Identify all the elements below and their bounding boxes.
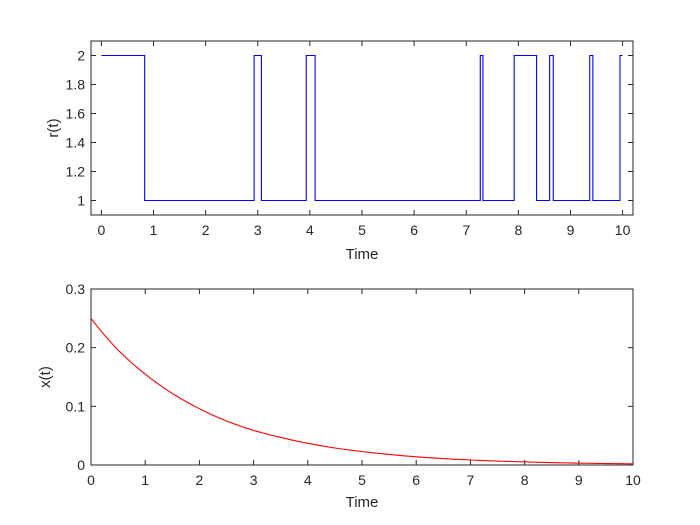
x-xtick-label: 3 <box>250 472 258 488</box>
x-xtick-label: 1 <box>141 472 149 488</box>
x-xtick-label: 4 <box>304 472 312 488</box>
r-xtick-label: 9 <box>567 222 575 238</box>
x-xtick-label: 6 <box>412 472 420 488</box>
r-ytick-label: 2 <box>77 48 85 64</box>
r-ytick-label: 1.4 <box>66 135 86 151</box>
r-xtick-label: 2 <box>202 222 210 238</box>
r-xtick-label: 3 <box>254 222 262 238</box>
x-ytick-label: 0.3 <box>66 281 86 297</box>
x-ytick-label: 0.1 <box>66 398 86 414</box>
r-xtick-label: 0 <box>98 222 106 238</box>
x-xtick-label: 7 <box>467 472 475 488</box>
x-axes-box <box>90 288 634 466</box>
x-xtick-label: 5 <box>358 472 366 488</box>
r-ytick-label: 1.2 <box>66 164 86 180</box>
r-xtick-label: 5 <box>358 222 366 238</box>
x-ytick-label: 0 <box>77 457 85 473</box>
x-xtick-label: 8 <box>521 472 529 488</box>
x-plot-panel: 0 1 2 3 4 5 6 7 8 9 10 0 0.1 0.2 0.3 Time x(t) <box>37 281 641 511</box>
r-xtick-label: 1 <box>150 222 158 238</box>
r-x-axis-label: Time <box>346 246 379 263</box>
r-ytick-label: 1.6 <box>66 106 86 122</box>
x-ytick-label: 0.2 <box>66 340 86 356</box>
r-y-axis-label: r(t) <box>45 118 62 137</box>
r-xtick-label: 4 <box>306 222 314 238</box>
x-x-axis-label: Time <box>346 494 379 511</box>
r-xtick-label: 8 <box>514 222 522 238</box>
r-xtick-label: 7 <box>462 222 470 238</box>
r-ytick-label: 1 <box>77 193 85 209</box>
r-ytick-label: 1.8 <box>66 77 86 93</box>
x-xtick-label: 9 <box>575 472 583 488</box>
x-y-axis-label: x(t) <box>37 366 54 388</box>
r-axes-box <box>90 40 634 216</box>
x-xtick-label: 0 <box>87 472 95 488</box>
x-xtick-label: 2 <box>196 472 204 488</box>
x-xtick-label: 10 <box>625 472 641 488</box>
r-series-line-0 <box>101 54 623 202</box>
r-xtick-label: 10 <box>615 222 631 238</box>
r-xtick-label: 6 <box>410 222 418 238</box>
x-series-line-0 <box>90 317 634 465</box>
